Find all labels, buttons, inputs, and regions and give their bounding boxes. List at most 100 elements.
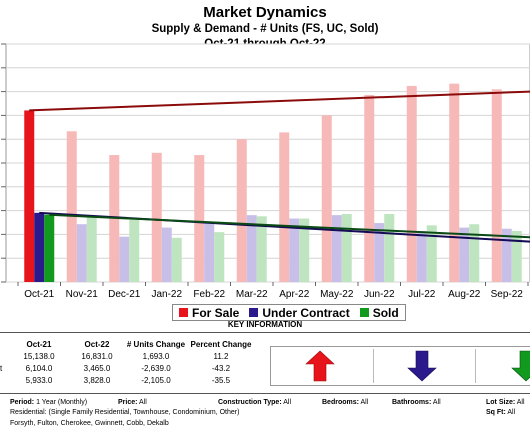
bar-under-contract (289, 218, 300, 282)
x-tick-label: Mar-22 (236, 289, 268, 300)
bar-under-contract (459, 227, 470, 282)
bar-sold (384, 214, 395, 282)
bar-for-sale (151, 152, 162, 282)
row-start-value: 6,104.0 (25, 363, 53, 373)
bar-for-sale (66, 131, 77, 282)
bar-sold (44, 214, 55, 282)
legend-label-for-sale: For Sale (192, 305, 240, 320)
x-tick-label: Nov-21 (66, 289, 99, 300)
key-information-title: KEY INFORMATION (227, 320, 303, 329)
row-percent-change: -43.2 (211, 363, 231, 373)
bar-sold (511, 231, 522, 282)
period-criterion: Period: 1 Year (Monthly) (10, 399, 88, 406)
legend-label-sold: Sold (372, 305, 399, 320)
row-label (0, 350, 10, 362)
key-info-divider (0, 332, 530, 333)
bar-for-sale (321, 115, 332, 283)
bar-chart: Oct-21 Nov-21 Dec-21 Jan-22 Feb-22 Mar-22 Apr-… (1, 43, 530, 300)
key-info-header-pct: Percent Change (190, 339, 252, 349)
arrow-separator (373, 349, 374, 383)
bar-under-contract (161, 227, 172, 282)
x-tick-label: Aug-22 (448, 289, 481, 300)
bar-for-sale (449, 83, 460, 282)
key-info-header-row: Oct-21 Oct-22 # Units Change Percent Cha… (0, 338, 256, 350)
chart-title: Market Dynamics (203, 4, 327, 21)
construction-criterion: Construction Type: All (218, 399, 291, 406)
bar-under-contract (374, 223, 385, 282)
key-info-header-change: # Units Change (126, 339, 186, 349)
bar-for-sale (236, 139, 247, 282)
row-start-value: 5,933.0 (25, 375, 53, 385)
bar-sold (86, 217, 97, 282)
bar-under-contract (331, 215, 342, 282)
bedrooms-criterion: Bedrooms: All (322, 399, 369, 406)
row-end-value: 3,465.0 (83, 363, 111, 373)
bar-for-sale (364, 95, 375, 282)
criteria-row-1: Period: 1 Year (Monthly) Price: All Cons… (0, 399, 530, 409)
x-tick-label: Jan-22 (151, 289, 182, 300)
x-tick-label: Jun-22 (364, 289, 395, 300)
row-units-change: -2,639.0 (141, 363, 171, 373)
bar-for-sale (279, 132, 290, 282)
bar-sold (256, 216, 267, 282)
arrow-separator (475, 349, 476, 383)
key-info-row-sold: 5,933.0 3,828.0 -2,105.0 -35.5 (0, 374, 256, 386)
key-info-table: Oct-21 Oct-22 # Units Change Percent Cha… (0, 338, 256, 386)
key-info-header-end: Oct-22 (84, 339, 110, 349)
report-criteria-footer: Period: 1 Year (Monthly) Price: All Cons… (0, 393, 530, 427)
bar-under-contract (501, 228, 512, 282)
row-units-change: -2,105.0 (141, 375, 171, 385)
bar-for-sale (24, 110, 35, 282)
bar-for-sale (491, 89, 502, 282)
x-tick-label: Apr-22 (279, 289, 309, 300)
sold-down-arrow-icon (511, 350, 530, 382)
price-criterion: Price: All (118, 399, 147, 406)
row-label (0, 374, 10, 386)
criteria-row-2: Residential: (Single Family Residential,… (0, 409, 530, 419)
lot-size-criterion: Lot Size: All (486, 399, 525, 406)
legend-swatch-under-contract (249, 308, 259, 317)
bar-sold (469, 224, 480, 282)
x-tick-label: May-22 (320, 289, 354, 300)
row-units-change: 1,693.0 (142, 351, 170, 361)
for-sale-up-arrow-icon (305, 350, 335, 382)
legend-item-sold: Sold (359, 305, 399, 320)
counties-criterion: Forsyth, Fulton, Cherokee, Gwinnett, Cob… (10, 420, 169, 427)
bar-under-contract (76, 224, 87, 282)
x-tick-label: Dec-21 (108, 289, 141, 300)
row-end-value: 3,828.0 (83, 375, 111, 385)
bar-sold (299, 218, 310, 282)
bar-under-contract (416, 231, 427, 282)
legend-label-under-contract: Under Contract (262, 305, 350, 320)
trendline-for-sale (29, 90, 530, 112)
x-tick-label: Feb-22 (193, 289, 225, 300)
bar-sold (214, 232, 225, 282)
bar-under-contract (204, 221, 215, 282)
key-info-header-start: Oct-21 (26, 339, 52, 349)
chart-subtitle: Supply & Demand - # Units (FS, UC, Sold) (151, 23, 379, 35)
trendline-sold (49, 213, 530, 239)
key-info-row-under-contract: t 6,104.0 3,465.0 -2,639.0 -43.2 (0, 362, 256, 374)
bar-sold (171, 237, 182, 282)
x-tick-label: Oct-21 (24, 289, 54, 300)
x-tick-label: Sep-22 (491, 289, 524, 300)
key-info-header-blank (0, 338, 10, 350)
bar-for-sale (194, 155, 205, 282)
bar-sold (129, 218, 140, 282)
row-label: t (0, 363, 3, 373)
legend-swatch-for-sale (179, 308, 188, 317)
sqft-criterion: Sq Ft: All (486, 409, 516, 416)
trend-arrows-panel (270, 346, 530, 386)
row-percent-change: 11.2 (213, 351, 229, 361)
chart-legend: For Sale Under Contract Sold (172, 304, 406, 321)
legend-swatch-sold (359, 308, 369, 317)
residential-criterion: Residential: (Single Family Residential,… (10, 409, 240, 416)
row-percent-change: -35.5 (211, 375, 231, 385)
under-contract-down-arrow-icon (407, 350, 437, 382)
row-end-value: 16,831.0 (81, 351, 113, 361)
legend-item-for-sale: For Sale (179, 306, 239, 320)
bar-sold (426, 225, 437, 282)
bar-under-contract (119, 236, 130, 282)
row-start-value: 15,138.0 (23, 351, 55, 361)
bar-under-contract (246, 215, 257, 282)
